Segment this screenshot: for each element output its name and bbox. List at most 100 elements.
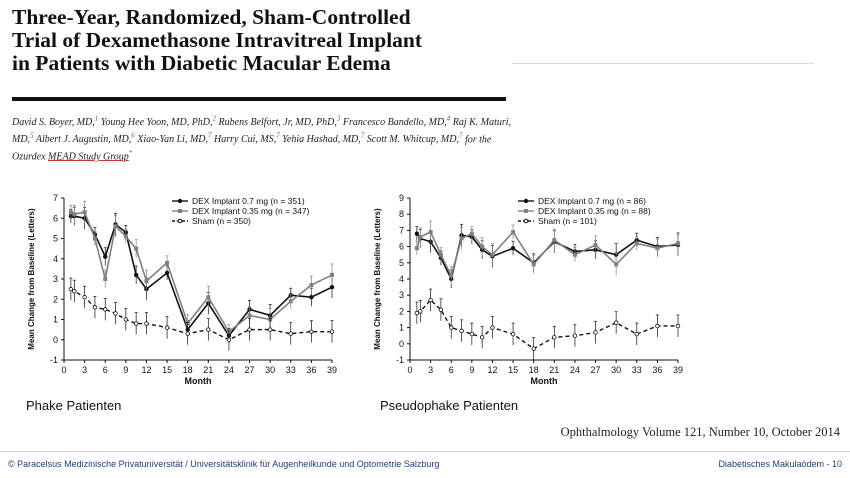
x-tick-label: 24 bbox=[570, 365, 580, 375]
data-point bbox=[414, 310, 420, 316]
data-point bbox=[676, 241, 680, 246]
y-tick-label: 4 bbox=[399, 274, 404, 284]
data-point bbox=[164, 270, 170, 276]
x-tick-label: 30 bbox=[265, 365, 275, 375]
data-point bbox=[490, 325, 495, 330]
data-point bbox=[68, 286, 74, 292]
data-point bbox=[103, 277, 108, 281]
author-affiliation: 1 bbox=[94, 115, 99, 123]
x-tick-label: 36 bbox=[652, 365, 662, 375]
author-list: David S. Boyer, MD,1 Young Hee Yoon, MD,… bbox=[12, 113, 517, 163]
legend-label: DEX Implant 0.35 mg (n = 88) bbox=[538, 206, 651, 216]
legend-label: Sham (n = 350) bbox=[192, 216, 251, 226]
x-tick-label: 0 bbox=[407, 365, 412, 375]
data-point bbox=[288, 331, 293, 336]
y-axis-label: Mean Change from Baseline (Letters) bbox=[373, 208, 382, 350]
data-point bbox=[449, 273, 454, 278]
data-point bbox=[133, 272, 139, 278]
author-name: Young Hee Yoon, MD, PhD, bbox=[98, 117, 213, 129]
data-point bbox=[552, 238, 557, 243]
data-point bbox=[469, 231, 474, 236]
data-point bbox=[634, 331, 639, 337]
x-tick-label: 3 bbox=[428, 365, 433, 375]
x-tick-label: 9 bbox=[123, 365, 128, 375]
study-group-sup: * bbox=[128, 148, 133, 157]
data-point bbox=[593, 330, 598, 335]
data-point bbox=[479, 335, 485, 340]
y-tick-label: -1 bbox=[396, 355, 404, 365]
data-point bbox=[428, 230, 433, 235]
data-point bbox=[438, 252, 443, 257]
y-tick-label: -1 bbox=[50, 355, 58, 365]
data-point bbox=[459, 328, 464, 334]
series-line bbox=[70, 215, 333, 338]
data-point bbox=[226, 337, 232, 342]
x-axis-label: Month bbox=[185, 376, 212, 386]
author-name: Raj K. Maturi, MD, bbox=[12, 117, 512, 146]
y-tick-label: 9 bbox=[399, 193, 404, 203]
data-point bbox=[531, 346, 536, 351]
data-point bbox=[123, 317, 129, 322]
data-point bbox=[309, 295, 314, 300]
author-name: Francesco Bandello, MD, bbox=[340, 117, 447, 129]
data-point bbox=[247, 313, 252, 318]
data-point bbox=[103, 307, 108, 312]
caption-pseudophake: Pseudophake Patienten bbox=[380, 398, 519, 413]
data-point bbox=[288, 299, 293, 304]
data-point bbox=[510, 246, 516, 251]
data-point bbox=[418, 234, 423, 239]
x-tick-label: 15 bbox=[508, 365, 518, 375]
x-tick-label: 18 bbox=[183, 365, 193, 375]
y-tick-label: 0 bbox=[53, 335, 58, 345]
x-tick-label: 0 bbox=[61, 365, 66, 375]
x-tick-label: 3 bbox=[82, 365, 87, 375]
legend-marker bbox=[178, 209, 182, 213]
series-line bbox=[70, 211, 333, 333]
data-point bbox=[459, 236, 464, 241]
x-tick-label: 33 bbox=[632, 365, 642, 375]
y-tick-label: 5 bbox=[399, 258, 404, 268]
series-line bbox=[70, 288, 332, 341]
data-point bbox=[634, 241, 639, 246]
data-point bbox=[206, 295, 211, 300]
x-tick-label: 30 bbox=[611, 365, 621, 375]
data-point bbox=[510, 331, 516, 337]
data-point bbox=[414, 231, 420, 236]
author-name: Harry Cui, MS, bbox=[211, 134, 277, 146]
data-point bbox=[113, 311, 118, 316]
divider-line bbox=[512, 63, 814, 64]
data-point bbox=[206, 327, 211, 332]
legend-marker bbox=[524, 209, 528, 213]
journal-citation: Ophthalmology Volume 121, Number 10, Oct… bbox=[560, 425, 840, 439]
y-tick-label: 4 bbox=[53, 254, 58, 264]
data-point bbox=[144, 279, 149, 284]
y-tick-label: 5 bbox=[53, 234, 58, 244]
data-point bbox=[329, 329, 335, 334]
x-tick-label: 21 bbox=[203, 365, 213, 375]
author-name: Yehia Hashad, MD, bbox=[279, 134, 361, 146]
caption-phake: Phake Patienten bbox=[26, 398, 122, 413]
footer-slide-number: Diabetisches Makulaödem - 10 bbox=[718, 459, 842, 469]
y-tick-label: 1 bbox=[53, 315, 58, 325]
data-point bbox=[613, 320, 619, 325]
legend-label: DEX Implant 0.7 mg (n = 351) bbox=[192, 196, 305, 206]
legend-marker bbox=[177, 198, 183, 204]
x-tick-label: 15 bbox=[162, 365, 172, 375]
data-point bbox=[593, 242, 598, 247]
data-point bbox=[511, 230, 516, 235]
data-point bbox=[675, 323, 681, 329]
data-point bbox=[490, 252, 495, 257]
data-point bbox=[449, 325, 454, 330]
y-tick-label: 6 bbox=[53, 213, 58, 223]
author-names: David S. Boyer, MD,1 Young Hee Yoon, MD,… bbox=[12, 115, 512, 146]
data-point bbox=[72, 212, 77, 217]
author-name: David S. Boyer, MD, bbox=[12, 117, 95, 129]
y-tick-label: 1 bbox=[399, 323, 404, 333]
data-point bbox=[330, 272, 334, 277]
legend-label: DEX Implant 0.35 mg (n = 347) bbox=[192, 206, 310, 216]
y-tick-label: 2 bbox=[399, 306, 404, 316]
y-tick-label: 8 bbox=[399, 209, 404, 219]
x-tick-label: 39 bbox=[673, 365, 683, 375]
data-point bbox=[133, 321, 139, 326]
